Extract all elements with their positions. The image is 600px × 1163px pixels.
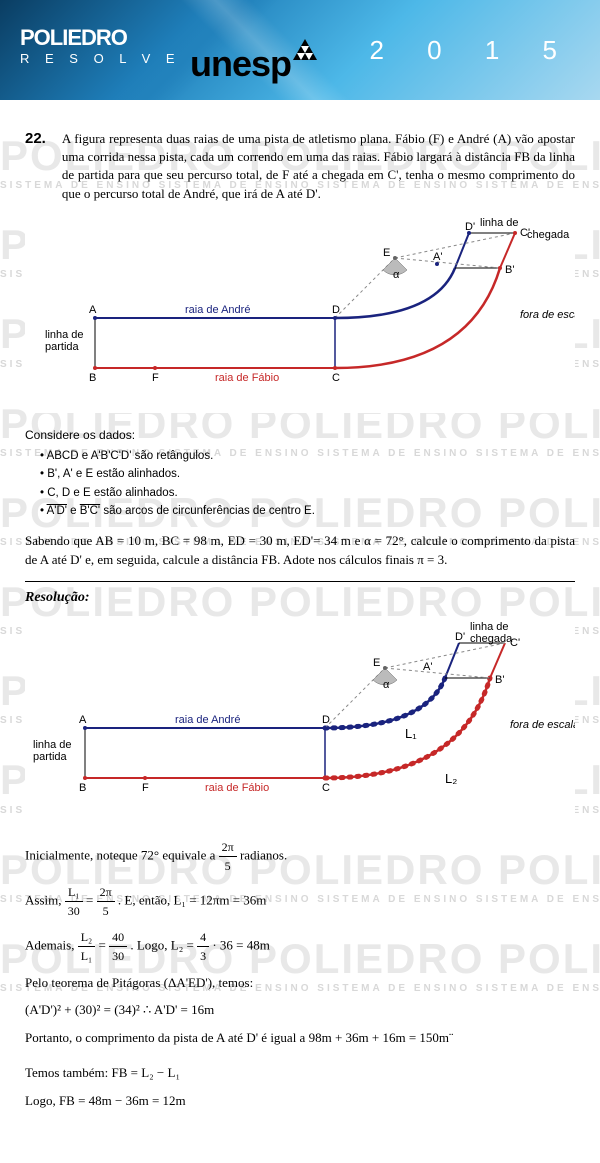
svg-text:E: E (373, 657, 380, 669)
svg-text:D': D' (455, 631, 465, 643)
svg-text:partida: partida (45, 341, 80, 353)
poliedro-logo: POLIEDRO R E S O L V E (20, 25, 181, 66)
math-line-3: Ademais, L₂L₁ = 4030 . Logo, L₂ = 43 · 3… (25, 928, 575, 965)
sabendo-text: Sabendo que AB = 10 m, BC = 98 m, ED = 3… (25, 532, 575, 568)
svg-text:α: α (393, 269, 400, 281)
math-line-2: Assim, L₁30 = 2π5 . E, então, L₁ = 12πm … (25, 883, 575, 920)
exam-year: 2 0 1 5 (369, 35, 575, 66)
svg-text:raia de Fábio: raia de Fábio (215, 372, 279, 384)
brand-main: POLIEDRO (20, 25, 181, 51)
svg-text:chegada: chegada (527, 229, 570, 241)
svg-text:A': A' (423, 661, 432, 673)
svg-text:E: E (383, 247, 390, 259)
math-line-6: Portanto, o comprimento da pista de A at… (25, 1028, 575, 1048)
svg-text:B: B (79, 782, 86, 794)
resolucao-title: Resolução: (25, 590, 575, 606)
svg-text:F: F (142, 782, 149, 794)
svg-text:F: F (152, 372, 159, 384)
math-line-7: Temos também: FB = L₂ − L₁ (25, 1063, 575, 1083)
data-bullets: ABCD e A'B'C'D' são retângulos. B', A' e… (40, 447, 575, 521)
svg-text:B: B (89, 372, 96, 384)
svg-text:D: D (322, 714, 330, 726)
bullet-item: C, D e E estão alinhados. (40, 484, 575, 502)
track-diagram-1: A B F C D E A' B' D' C' α raia de André … (25, 218, 575, 413)
svg-text:linha de: linha de (45, 329, 84, 341)
svg-text:A: A (79, 714, 87, 726)
unesp-logo: unesp (190, 30, 319, 85)
svg-text:D': D' (465, 221, 475, 233)
question-text: A figura representa duas raias de uma pi… (62, 130, 575, 203)
triangle-cluster-icon (291, 30, 319, 72)
svg-text:fora de escala: fora de escala (510, 719, 575, 731)
question-block: 22. A figura representa duas raias de um… (25, 130, 575, 203)
considere-title: Considere os dados: (25, 428, 575, 442)
svg-text:linha de: linha de (33, 739, 72, 751)
svg-text:linha de: linha de (470, 621, 509, 633)
svg-text:raia de André: raia de André (175, 714, 240, 726)
svg-text:raia de André: raia de André (185, 304, 250, 316)
svg-text:A': A' (433, 251, 442, 263)
math-line-1: Inicialmente, noteque 72° equivale a 2π5… (25, 838, 575, 875)
svg-text:B': B' (505, 264, 514, 276)
svg-text:chegada: chegada (470, 633, 513, 645)
svg-text:A: A (89, 304, 97, 316)
question-number: 22. (25, 130, 46, 203)
bullet-item: B', A' e E estão alinhados. (40, 465, 575, 483)
svg-text:C: C (332, 372, 340, 384)
bullet-item: A'D' e B'C' são arcos de circunferências… (40, 502, 575, 520)
divider (25, 581, 575, 582)
svg-text:L₂: L₂ (445, 771, 457, 786)
svg-text:D: D (332, 304, 340, 316)
svg-text:α: α (383, 679, 390, 691)
svg-text:raia de Fábio: raia de Fábio (205, 782, 269, 794)
math-line-8: Logo, FB = 48m − 36m = 12m (25, 1091, 575, 1111)
svg-text:fora de escala: fora de escala (520, 309, 575, 321)
svg-text:C: C (322, 782, 330, 794)
exam-name: unesp (190, 43, 291, 84)
brand-sub: R E S O L V E (20, 51, 181, 66)
bullet-item: ABCD e A'B'C'D' são retângulos. (40, 447, 575, 465)
math-line-4: Pelo teorema de Pitágoras (ΔA'ED'), temo… (25, 973, 575, 993)
svg-text:partida: partida (33, 751, 68, 763)
track-diagram-2: A B F C D E A' B' D' C' α raia de André … (25, 618, 575, 823)
math-line-5: (A'D')² + (30)² = (34)² ∴ A'D' = 16m (25, 1000, 575, 1020)
svg-text:B': B' (495, 674, 504, 686)
svg-text:linha de: linha de (480, 218, 519, 229)
page-header: POLIEDRO R E S O L V E unesp 2 0 1 5 (0, 0, 600, 100)
svg-text:L₁: L₁ (405, 726, 417, 741)
